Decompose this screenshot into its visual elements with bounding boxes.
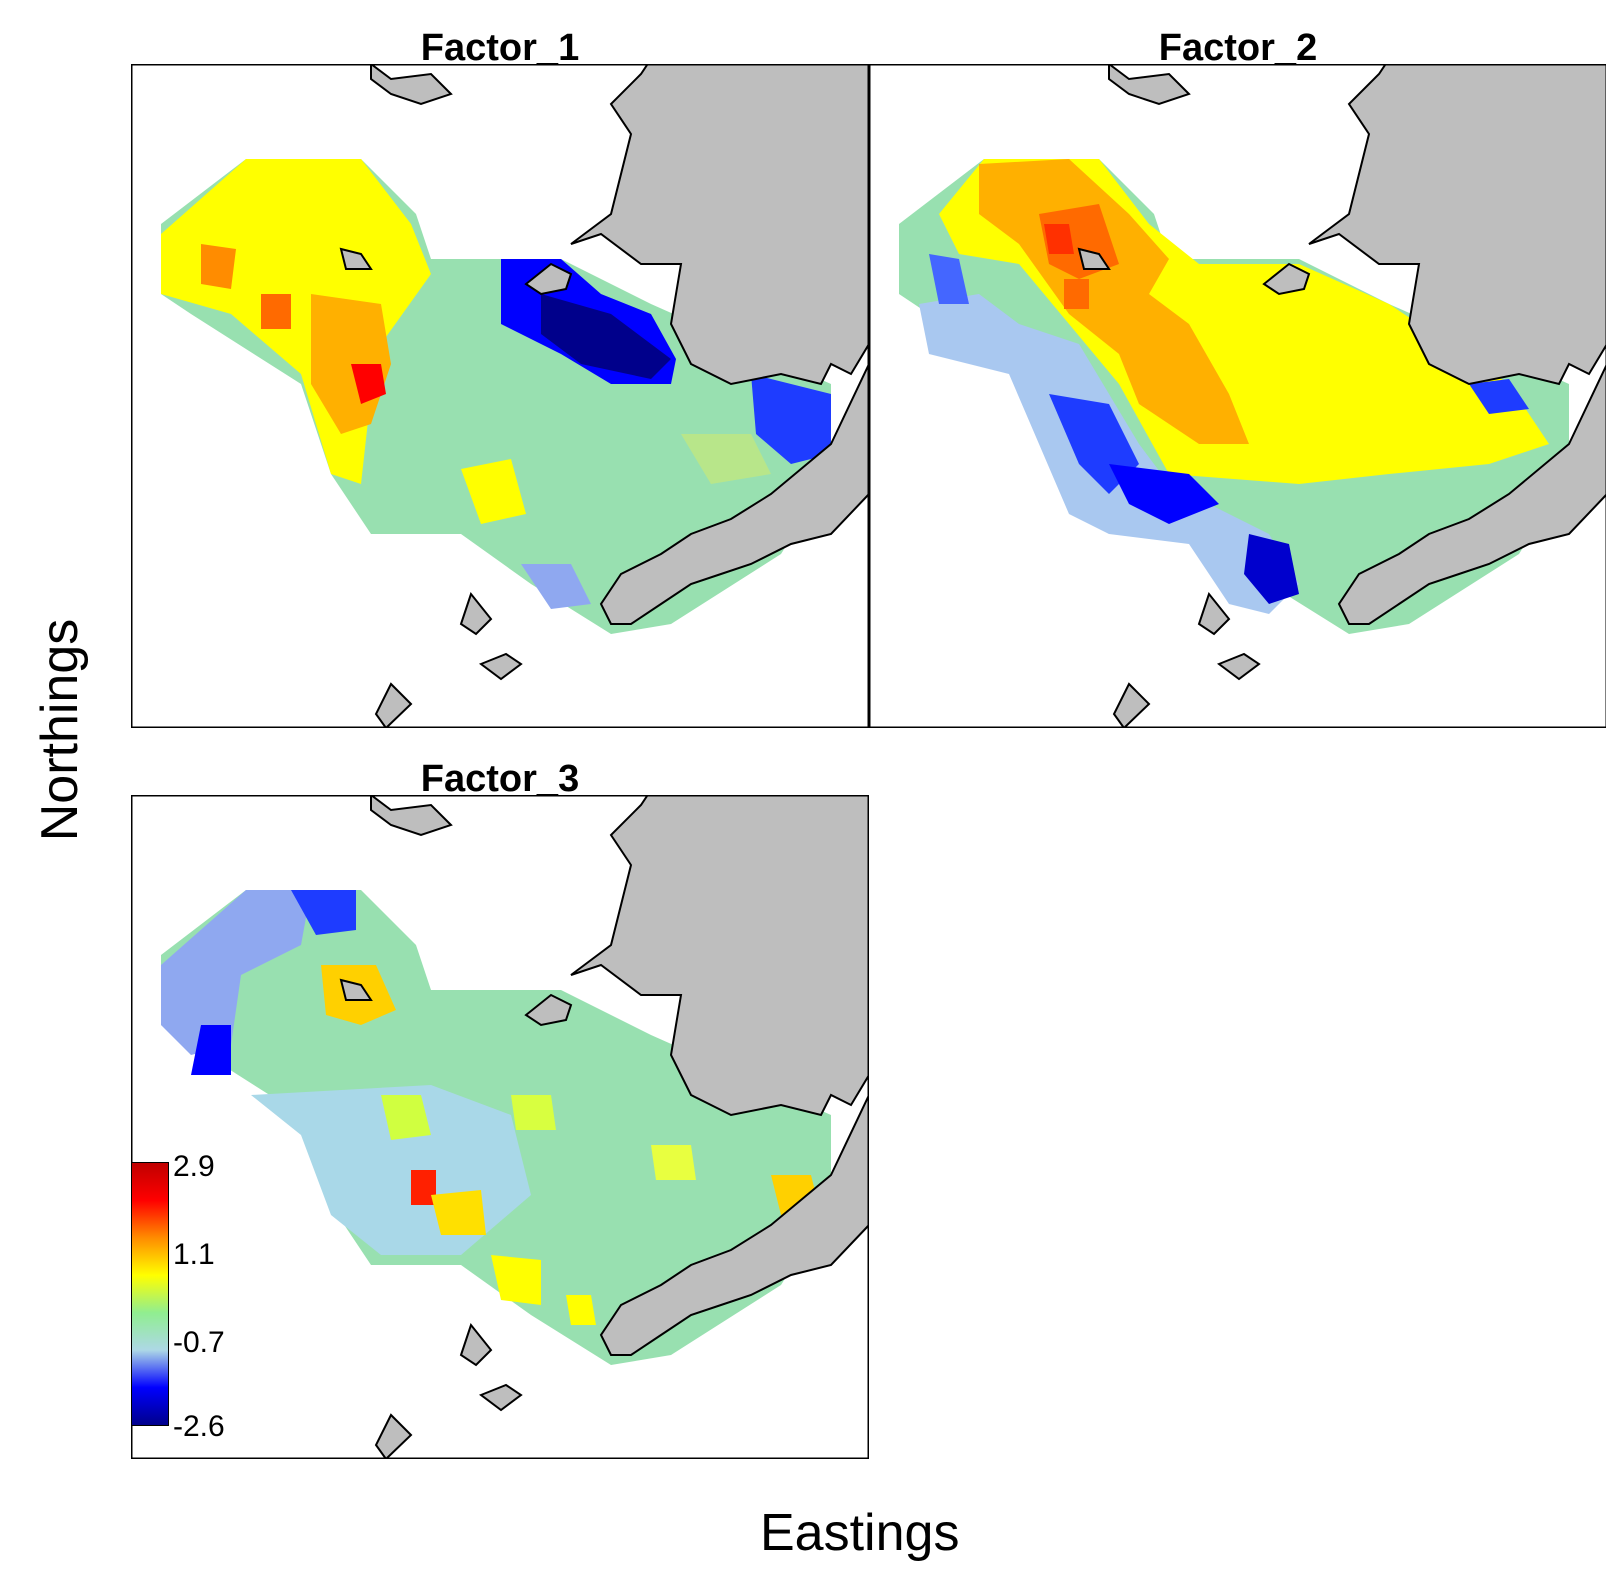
legend-color-bar [131,1162,169,1426]
panel-title: Factor_1 [420,27,580,69]
panel-title: Factor_2 [1158,27,1318,69]
data-field [161,890,831,1365]
factor-map [131,795,869,1459]
x-axis-label: Eastings [760,1504,960,1562]
y-axis-label: Northings [31,618,89,842]
coastline [339,795,869,1459]
legend-label-low: -0.7 [173,1326,225,1359]
coastline [1077,64,1606,728]
panel-title: Factor_3 [420,758,580,800]
map-panel-factor-1: Factor_1 [131,28,869,728]
factor-map [869,64,1606,728]
legend-label-max: 2.9 [173,1150,215,1183]
legend-label-high: 1.1 [173,1238,215,1271]
map-panel-factor-2: Factor_2 [869,28,1606,728]
coastline [339,64,869,728]
map-panel-factor-3: Factor_3 [131,759,869,1459]
legend-label-min: -2.6 [173,1410,225,1443]
factor-map [131,64,869,728]
data-field [899,159,1569,634]
color-legend: 2.9 1.1 -0.7 -2.6 [131,1152,225,1442]
